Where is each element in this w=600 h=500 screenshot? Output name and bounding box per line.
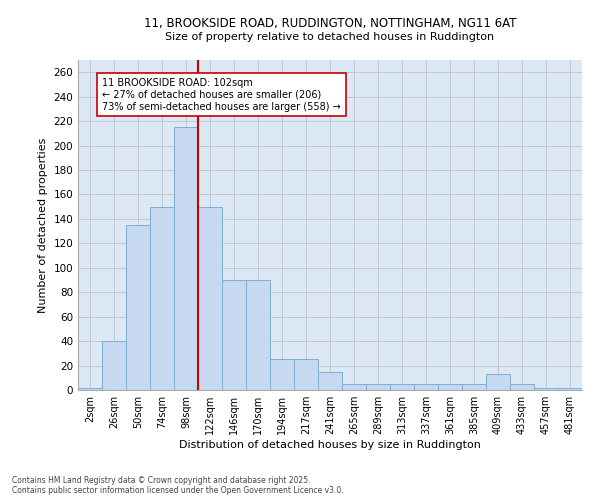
Bar [294, 360, 318, 390]
Bar [126, 225, 150, 390]
Bar [414, 384, 438, 390]
Bar [558, 388, 582, 390]
X-axis label: Distribution of detached houses by size in Ruddington: Distribution of detached houses by size … [179, 440, 481, 450]
Bar [462, 384, 486, 390]
Bar [174, 127, 198, 390]
Bar [246, 280, 270, 390]
Bar [78, 388, 102, 390]
Text: Contains HM Land Registry data © Crown copyright and database right 2025.
Contai: Contains HM Land Registry data © Crown c… [12, 476, 344, 495]
Text: 11, BROOKSIDE ROAD, RUDDINGTON, NOTTINGHAM, NG11 6AT: 11, BROOKSIDE ROAD, RUDDINGTON, NOTTINGH… [144, 18, 516, 30]
Bar [390, 384, 414, 390]
Bar [438, 384, 462, 390]
Bar [150, 206, 174, 390]
Bar [510, 384, 534, 390]
Y-axis label: Number of detached properties: Number of detached properties [38, 138, 48, 312]
Bar [366, 384, 390, 390]
Bar [342, 384, 366, 390]
Bar [102, 341, 126, 390]
Bar [198, 206, 222, 390]
Bar [270, 360, 294, 390]
Text: Size of property relative to detached houses in Ruddington: Size of property relative to detached ho… [166, 32, 494, 42]
Text: 11 BROOKSIDE ROAD: 102sqm
← 27% of detached houses are smaller (206)
73% of semi: 11 BROOKSIDE ROAD: 102sqm ← 27% of detac… [102, 78, 341, 112]
Bar [318, 372, 342, 390]
Bar [222, 280, 246, 390]
Bar [486, 374, 510, 390]
Bar [534, 388, 558, 390]
